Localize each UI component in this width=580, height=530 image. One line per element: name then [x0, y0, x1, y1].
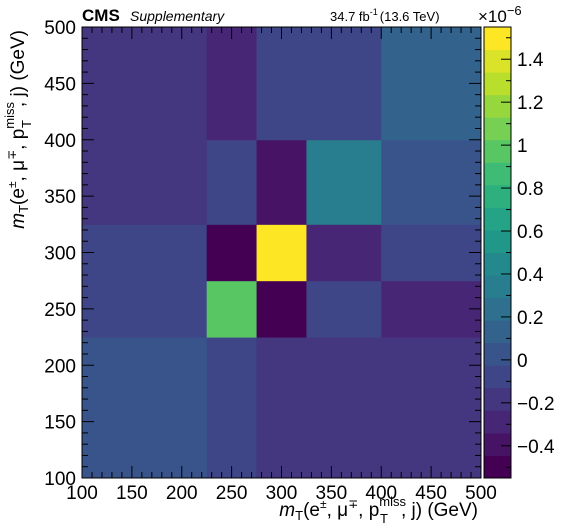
colorbar-band: [484, 27, 511, 51]
heatmap-cell: [381, 224, 482, 282]
x-tick-label: 300: [266, 483, 298, 504]
heatmap-cell: [82, 27, 208, 141]
colorbar-band: [484, 297, 511, 321]
colorbar-band: [484, 229, 511, 253]
colorbar-band: [484, 455, 511, 479]
x-tick-label: 400: [365, 483, 397, 504]
x-tick-label: 350: [316, 483, 348, 504]
heatmap-cell: [381, 139, 482, 225]
y-tick-label: 350: [44, 187, 76, 208]
colorbar: [484, 27, 511, 479]
colorbar-band: [484, 410, 511, 434]
heatmap-cell: [206, 280, 258, 338]
colorbar-ticks: −0.4 −0.2 0 0.2 0.4 0.6 0.8 1 1.2 1.4: [501, 37, 555, 468]
colorbar-band: [484, 432, 511, 456]
y-tick-label: 450: [44, 74, 76, 95]
y-axis-title: mT(e±, μ∓, pmiss T, j) (GeV): [2, 30, 34, 229]
colorbar-band: [484, 320, 511, 344]
lumi-exponent: -1: [370, 7, 378, 17]
x-tick-label: 450: [415, 483, 447, 504]
heatmap-cell: [256, 280, 307, 338]
colorbar-band: [484, 72, 511, 96]
heatmap-cell: [206, 27, 258, 141]
colorbar-band: [484, 275, 511, 299]
heatmap-cell: [306, 27, 382, 141]
colorbar-band: [484, 139, 511, 163]
y-axis-ticks: 100 150 200 250 300 350 400 450 500: [44, 18, 481, 490]
colorbar-tick-label: 0: [517, 351, 528, 372]
heatmap-cell: [82, 337, 208, 479]
heatmap-cell: [256, 337, 307, 479]
heatmap-cell: [306, 280, 382, 338]
heatmap-cell: [206, 139, 258, 225]
heatmap-cell: [306, 337, 382, 479]
colorbar-band: [484, 207, 511, 231]
x-tick-label: 200: [166, 483, 198, 504]
y-tick-label: 300: [44, 244, 76, 265]
heatmap-cell: [82, 139, 208, 225]
heatmap-cell: [306, 224, 382, 282]
heatmap-cell: [381, 337, 482, 479]
colorbar-band: [484, 342, 511, 366]
heatmap-cell: [206, 337, 258, 479]
heatmap-cell: [82, 224, 208, 282]
colorbar-exponent: ×10−6: [478, 3, 522, 26]
heatmap-cells: [82, 27, 482, 479]
y-tick-label: 250: [44, 300, 76, 321]
x-axis-title: mT(e±, μ∓, pmiss T, j) (GeV): [279, 494, 478, 526]
colorbar-exponent-power: −6: [507, 3, 522, 18]
colorbar-tick-label: 1.4: [517, 50, 544, 71]
colorbar-tick-label: 0.6: [517, 222, 543, 243]
colorbar-band: [484, 162, 511, 186]
heatmap-cell: [306, 139, 382, 225]
colorbar-band: [484, 184, 511, 208]
x-tick-label: 500: [465, 483, 497, 504]
experiment-label: CMS: [82, 6, 120, 25]
heatmap-cell: [82, 280, 208, 338]
colorbar-band: [484, 117, 511, 141]
colorbar-band: [484, 387, 511, 411]
colorbar-exponent-base: ×10: [478, 7, 507, 26]
y-tick-label: 100: [44, 469, 76, 490]
y-tick-label: 400: [44, 131, 76, 152]
colorbar-tick-label: −0.4: [517, 437, 555, 458]
x-tick-label: 100: [66, 483, 98, 504]
colorbar-tick-label: 1.2: [517, 93, 543, 114]
heatmap-cell: [256, 139, 307, 225]
colorbar-band: [484, 252, 511, 276]
colorbar-tick-label: 0.8: [517, 179, 543, 200]
y-tick-label: 200: [44, 356, 76, 377]
colorbar-tick-label: −0.2: [517, 394, 555, 415]
supplementary-label: Supplementary: [130, 8, 225, 24]
heatmap-cell: [381, 27, 482, 141]
colorbar-tick-label: 1: [517, 136, 528, 157]
colorbar-band: [484, 94, 511, 118]
colorbar-band: [484, 365, 511, 389]
lumi-value: 34.7 fb: [330, 9, 370, 24]
luminosity-label: 34.7 fb-1 (13.6 TeV): [330, 7, 440, 24]
heatmap-cell: [206, 224, 258, 282]
energy-value: (13.6 TeV): [380, 9, 440, 24]
colorbar-tick-label: 0.2: [517, 308, 543, 329]
y-tick-label: 150: [44, 413, 76, 434]
heatmap-cell: [256, 224, 307, 282]
y-tick-label: 500: [44, 18, 76, 39]
heatmap-cell: [381, 280, 482, 338]
colorbar-band: [484, 49, 511, 73]
x-axis-ticks: 100 150 200 250 300 350 400 450 500: [66, 27, 497, 504]
heatmap-cell: [256, 27, 307, 141]
x-tick-label: 150: [116, 483, 148, 504]
x-tick-label: 250: [216, 483, 248, 504]
colorbar-tick-label: 0.4: [517, 265, 544, 286]
